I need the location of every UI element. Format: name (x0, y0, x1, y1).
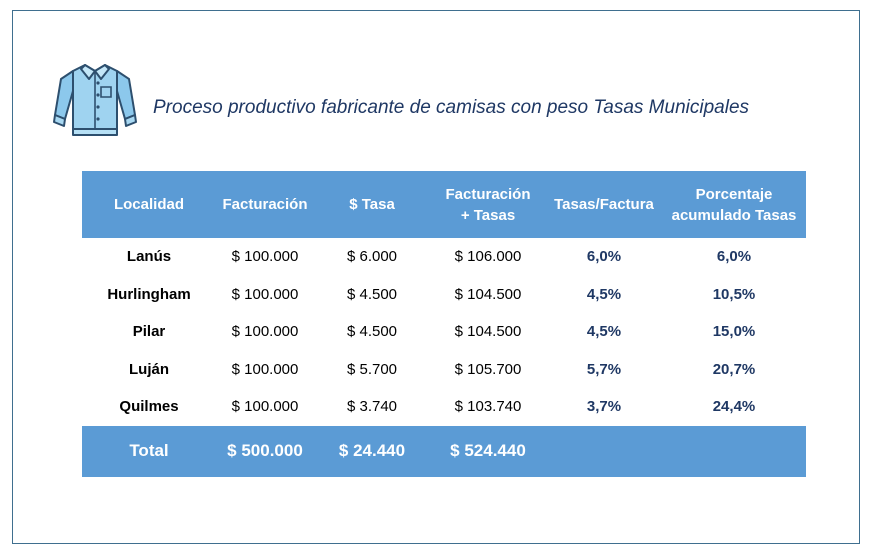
cell-facturacion: $ 100.000 (231, 398, 299, 416)
cell-acumulado: 15,0% (712, 323, 756, 341)
header-facturacion: Facturación (216, 171, 314, 238)
cell-tasa: $ 5.700 (346, 360, 398, 378)
header-localidad: Localidad (82, 171, 216, 238)
total-empty-cell (662, 425, 806, 477)
cell-tasa: $ 6.000 (346, 248, 398, 266)
cell-localidad: Quilmes (119, 398, 179, 416)
cell-facturacion: $ 100.000 (231, 323, 299, 341)
total-facturacion: $ 500.000 (216, 425, 314, 477)
cell-facturacion: $ 100.000 (231, 360, 299, 378)
cell-tasa: $ 4.500 (346, 323, 398, 341)
cell-localidad: Luján (129, 360, 169, 378)
cell-acumulado: 6,0% (716, 248, 752, 266)
total-tasa: $ 24.440 (314, 425, 430, 477)
header-tasas-factura: Tasas/Factura (546, 171, 662, 238)
cell-tasas-factura: 4,5% (586, 323, 622, 341)
total-facturacion-tasas: $ 524.440 (430, 425, 546, 477)
total-label: Total (82, 425, 216, 477)
cell-tasas-factura: 3,7% (586, 398, 622, 416)
cell-tasa: $ 3.740 (346, 398, 398, 416)
cell-facturacion-tasas: $ 106.000 (454, 248, 522, 266)
tasas-table: Localidad Facturación $ Tasa Facturación… (82, 171, 806, 477)
cell-tasas-factura: 6,0% (586, 248, 622, 266)
header-porcentaje-acumulado: Porcentaje acumulado Tasas (662, 171, 806, 238)
table-row: Pilar $ 100.000 $ 4.500 $ 104.500 4,5% 1… (82, 313, 806, 351)
cell-acumulado: 24,4% (712, 398, 756, 416)
cell-acumulado: 20,7% (712, 360, 756, 378)
table-row: Lanús $ 100.000 $ 6.000 $ 106.000 6,0% 6… (82, 238, 806, 276)
table-row: Quilmes $ 100.000 $ 3.740 $ 103.740 3,7%… (82, 388, 806, 426)
cell-facturacion-tasas: $ 103.740 (454, 398, 522, 416)
cell-facturacion-tasas: $ 104.500 (454, 323, 522, 341)
total-row: Total $ 500.000 $ 24.440 $ 524.440 (82, 425, 806, 477)
header-tasa: $ Tasa (314, 171, 430, 238)
cell-facturacion-tasas: $ 105.700 (454, 360, 522, 378)
cell-facturacion-tasas: $ 104.500 (454, 285, 522, 303)
cell-localidad: Hurlingham (107, 285, 191, 303)
total-empty-cell (546, 425, 662, 477)
cell-tasas-factura: 4,5% (586, 285, 622, 303)
cell-localidad: Pilar (132, 323, 166, 341)
table-row: Hurlingham $ 100.000 $ 4.500 $ 104.500 4… (82, 276, 806, 314)
table-row: Luján $ 100.000 $ 5.700 $ 105.700 5,7% 2… (82, 351, 806, 389)
header-facturacion-tasas: Facturación + Tasas (430, 171, 546, 238)
page-title: Proceso productivo fabricante de camisas… (153, 97, 750, 118)
shirt-icon (53, 64, 137, 136)
cell-acumulado: 10,5% (712, 285, 756, 303)
cell-tasa: $ 4.500 (346, 285, 398, 303)
cell-facturacion: $ 100.000 (231, 248, 299, 266)
table-header-row: Localidad Facturación $ Tasa Facturación… (82, 171, 806, 238)
cell-localidad: Lanús (126, 248, 172, 266)
cell-tasas-factura: 5,7% (586, 360, 622, 378)
cell-facturacion: $ 100.000 (231, 285, 299, 303)
